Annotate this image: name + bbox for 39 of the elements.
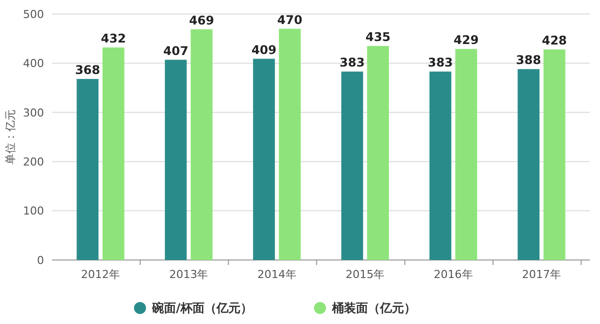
bar — [367, 46, 389, 260]
data-label: 407 — [163, 44, 188, 58]
data-label: 368 — [75, 62, 100, 77]
data-label: 429 — [454, 32, 479, 47]
data-label: 432 — [100, 31, 126, 46]
data-label: 470 — [277, 12, 302, 27]
x-tick-label: 2014年 — [257, 268, 296, 281]
bar — [253, 58, 275, 260]
bar — [164, 60, 187, 260]
y-tick-label: 400 — [23, 57, 44, 70]
bar — [76, 78, 99, 260]
x-tick-label: 2015年 — [346, 268, 385, 281]
bar — [455, 48, 478, 260]
y-tick-label: 200 — [23, 155, 44, 168]
data-label: 388 — [516, 53, 542, 68]
y-tick-label: 0 — [37, 254, 44, 267]
bar — [543, 49, 566, 260]
x-tick-label: 2013年 — [169, 268, 208, 281]
data-label: 383 — [340, 56, 365, 70]
x-tick-label: 2016年 — [434, 268, 473, 281]
bar — [102, 47, 124, 260]
y-axis-title: 单位：亿元 — [4, 110, 17, 164]
data-label: 428 — [542, 33, 567, 48]
y-tick-label: 300 — [23, 106, 44, 120]
bar — [341, 72, 364, 260]
legend-label: 桶装面（亿元） — [331, 301, 416, 316]
legend-label: 碗面/杯面（亿元） — [151, 301, 252, 316]
bar — [278, 28, 301, 260]
x-tick-label: 2017年 — [522, 268, 561, 281]
x-tick-label: 2012年 — [81, 268, 120, 281]
data-label: 435 — [365, 30, 391, 44]
y-tick-label: 100 — [23, 204, 44, 218]
data-label: 383 — [428, 56, 453, 70]
data-label: 409 — [251, 42, 277, 57]
bar — [518, 69, 540, 260]
data-label: 469 — [189, 13, 214, 28]
y-tick-label: 500 — [23, 8, 44, 21]
bar — [429, 72, 452, 260]
bar — [190, 29, 213, 260]
